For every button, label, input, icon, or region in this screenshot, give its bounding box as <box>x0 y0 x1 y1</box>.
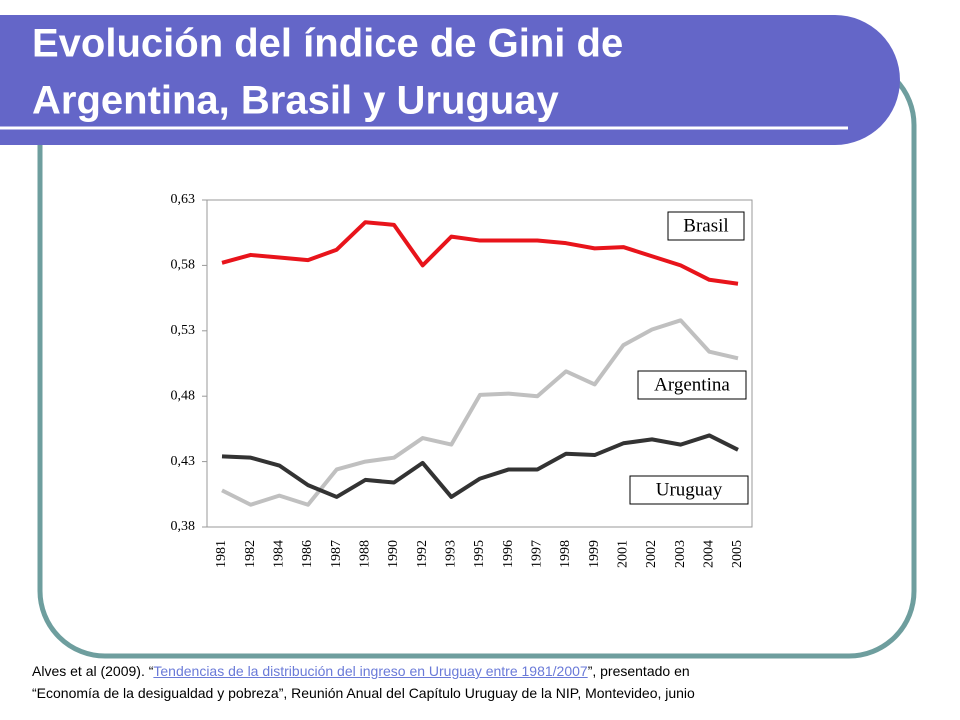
y-tick-label: 0,58 <box>171 258 196 273</box>
x-tick-label: 2001 <box>616 540 631 568</box>
x-tick-label: 1992 <box>415 540 430 568</box>
legend-box <box>629 475 749 505</box>
citation-link[interactable]: Tendencias de la distribución del ingres… <box>153 663 588 679</box>
footer: Alves et al (2009). “Tendencias de la di… <box>32 660 932 704</box>
x-tick-label: 1981 <box>214 540 229 568</box>
x-tick-label: 1990 <box>386 540 401 568</box>
x-tick-label: 2002 <box>644 540 659 568</box>
series-line <box>221 220 739 286</box>
x-tick-label: 1984 <box>272 540 287 568</box>
y-tick-label: 0,43 <box>171 454 196 469</box>
x-tick-label: 1999 <box>587 540 602 568</box>
title-line: Argentina, Brasil y Uruguay <box>32 79 560 123</box>
x-tick-label: 1995 <box>472 540 487 568</box>
legend-box <box>637 370 747 400</box>
title-banner <box>0 15 900 145</box>
legend-box <box>667 211 745 241</box>
series-line <box>221 433 739 499</box>
title-line: Evolución del índice de Gini de <box>32 22 623 66</box>
plot-area <box>206 199 753 528</box>
y-tick-label: 0,48 <box>171 388 196 403</box>
x-tick-label: 1997 <box>530 540 545 568</box>
footer-text: Alves et al (2009). “ <box>32 663 154 679</box>
x-tick-label: 1987 <box>329 540 344 568</box>
x-tick-label: 1986 <box>300 540 315 568</box>
x-tick-label: 2005 <box>730 540 745 568</box>
legend-label: Uruguay <box>656 479 723 500</box>
footer-text: ”, presentado en <box>587 663 690 679</box>
y-tick-label: 0,63 <box>171 192 196 207</box>
y-tick-label: 0,53 <box>171 323 196 338</box>
series-line <box>221 318 739 507</box>
y-tick-label: 0,38 <box>171 519 196 534</box>
footer-text: “Economía de la desigualdad y pobreza”, … <box>32 685 695 701</box>
x-tick-label: 1996 <box>501 540 516 568</box>
x-tick-label: 1988 <box>358 540 373 568</box>
x-tick-label: 1982 <box>243 540 258 568</box>
x-tick-label: 2003 <box>673 540 688 568</box>
legend-label: Brasil <box>683 215 728 236</box>
legend-label: Argentina <box>654 374 730 395</box>
x-tick-label: 2004 <box>702 540 717 568</box>
x-tick-label: 1998 <box>558 540 573 568</box>
x-tick-label: 1993 <box>444 540 459 568</box>
